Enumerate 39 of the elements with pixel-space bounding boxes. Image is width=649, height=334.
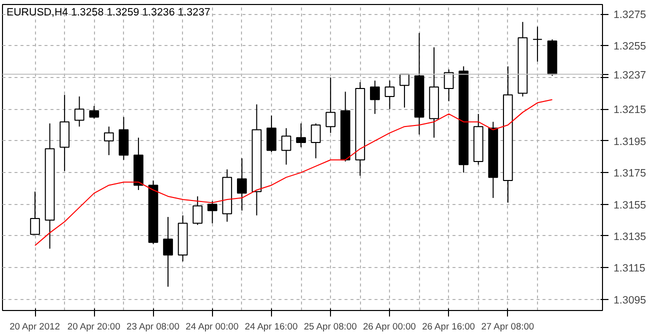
y-tick-label: 1.3135: [614, 230, 646, 243]
ref-line-label: 1.3237: [614, 69, 646, 82]
y-tick-label: 1.3175: [614, 168, 646, 180]
y-tick-label: 1.3255: [614, 40, 646, 53]
candlestick: [236, 158, 247, 212]
candlestick: [326, 76, 336, 134]
x-tick-label: 26 Apr 00:00: [362, 322, 416, 332]
candlestick: [296, 122, 306, 148]
x-tick-label: 24 Apr 16:00: [244, 322, 298, 332]
y-tick-label: 1.3095: [614, 294, 646, 306]
x-tick-label: 27 Apr 08:00: [481, 322, 534, 332]
candlestick: [400, 74, 410, 108]
y-tick-label: 1.3195: [614, 136, 646, 148]
x-tick-label: 26 Apr 16:00: [422, 322, 476, 332]
y-tick-label: 1.3215: [614, 104, 646, 116]
candlestick: [266, 114, 276, 152]
candlestick: [310, 122, 321, 159]
x-tick-label: 24 Apr 00:00: [186, 322, 239, 332]
candlestick: [89, 105, 100, 120]
candlestick: [30, 191, 40, 235]
x-tick-label: 23 Apr 08:00: [126, 322, 180, 332]
y-tick-label: 1.3115: [614, 262, 646, 275]
y-tick-label: 1.3155: [614, 199, 646, 212]
candlestick: [104, 126, 114, 156]
candlestick: [74, 96, 84, 128]
candlestick: [370, 80, 380, 114]
x-tick-label: 20 Apr 2012: [10, 322, 60, 332]
candlestick: [207, 200, 218, 224]
candlestick: [163, 216, 173, 288]
y-tick-label: 1.3275: [614, 9, 646, 22]
x-tick-label: 25 Apr 08:00: [304, 322, 357, 332]
candlestick: [444, 69, 454, 102]
candlestick: [281, 128, 292, 166]
x-tick-label: 20 Apr 20:00: [67, 322, 120, 332]
line-series: [34, 99, 553, 246]
candlestick: [532, 26, 542, 62]
chart-title: EURUSD,H4 1.3258 1.3259 1.3236 1.3237: [6, 6, 210, 18]
candlestick: [384, 80, 395, 110]
candlestick: [192, 196, 203, 226]
